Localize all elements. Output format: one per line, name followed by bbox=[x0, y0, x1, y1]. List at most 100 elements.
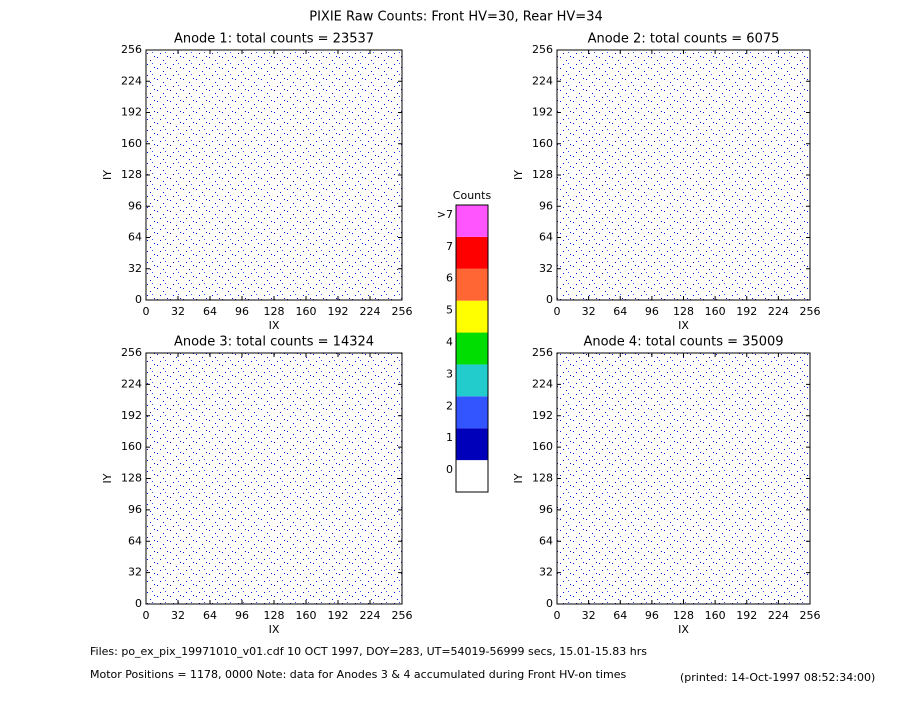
x-tick-label: 256 bbox=[800, 609, 821, 622]
x-tick-label: 96 bbox=[235, 305, 249, 318]
count-texture bbox=[557, 50, 810, 300]
x-tick-label: 160 bbox=[705, 609, 726, 622]
y-tick-label: 32 bbox=[128, 262, 142, 275]
y-tick-label: 160 bbox=[121, 137, 142, 150]
panel-title: Anode 1: total counts = 23537 bbox=[174, 32, 374, 47]
x-tick-label: 224 bbox=[360, 609, 381, 622]
panel-title: Anode 2: total counts = 6075 bbox=[588, 32, 780, 47]
x-tick-label: 192 bbox=[328, 305, 349, 318]
y-tick-label: 224 bbox=[532, 74, 553, 87]
x-tick-label: 224 bbox=[768, 305, 789, 318]
colorbar-swatch bbox=[456, 396, 488, 429]
colorbar-label: 0 bbox=[446, 463, 453, 476]
x-tick-label: 0 bbox=[143, 305, 150, 318]
y-tick-label: 224 bbox=[532, 377, 553, 390]
colorbar-frame bbox=[455, 204, 489, 493]
x-tick-label: 0 bbox=[554, 305, 561, 318]
x-tick-label: 224 bbox=[768, 609, 789, 622]
y-tick-label: 64 bbox=[128, 534, 142, 547]
x-tick-label: 32 bbox=[171, 609, 185, 622]
x-tick-label: 64 bbox=[613, 609, 627, 622]
x-tick-label: 32 bbox=[171, 305, 185, 318]
x-tick-label: 256 bbox=[392, 609, 413, 622]
x-tick-label: 128 bbox=[673, 609, 694, 622]
colorbar-title: Counts bbox=[453, 189, 492, 202]
files-note: Files: po_ex_pix_19971010_v01.cdf 10 OCT… bbox=[90, 645, 647, 658]
colorbar-swatch bbox=[456, 428, 488, 461]
colorbar-label: 3 bbox=[446, 367, 453, 380]
x-tick-label: 32 bbox=[582, 609, 596, 622]
y-axis-label: IY bbox=[512, 473, 525, 483]
panel-title: Anode 4: total counts = 35009 bbox=[583, 335, 783, 350]
count-texture bbox=[146, 50, 402, 300]
y-tick-label: 160 bbox=[121, 440, 142, 453]
y-tick-label: 160 bbox=[532, 137, 553, 150]
x-tick-label: 64 bbox=[203, 305, 217, 318]
colorbar-label: 4 bbox=[446, 336, 453, 349]
x-tick-label: 32 bbox=[582, 305, 596, 318]
x-tick-label: 0 bbox=[554, 609, 561, 622]
x-tick-label: 64 bbox=[613, 305, 627, 318]
colorbar-swatch bbox=[456, 332, 488, 365]
y-tick-label: 256 bbox=[121, 43, 142, 56]
y-tick-label: 32 bbox=[539, 262, 553, 275]
y-tick-label: 128 bbox=[532, 168, 553, 181]
x-tick-label: 192 bbox=[328, 609, 349, 622]
y-tick-label: 96 bbox=[128, 503, 142, 516]
x-tick-label: 128 bbox=[264, 305, 285, 318]
x-tick-label: 160 bbox=[705, 305, 726, 318]
y-tick-label: 0 bbox=[135, 293, 142, 306]
y-tick-label: 96 bbox=[128, 199, 142, 212]
y-axis-label: IY bbox=[101, 170, 114, 180]
y-tick-label: 96 bbox=[539, 199, 553, 212]
x-axis-label: IX bbox=[678, 319, 689, 332]
count-texture bbox=[146, 353, 402, 604]
x-tick-label: 128 bbox=[673, 305, 694, 318]
y-tick-label: 256 bbox=[532, 43, 553, 56]
colorbar-label: >7 bbox=[437, 208, 453, 221]
colorbar-label: 5 bbox=[446, 304, 453, 317]
y-tick-label: 192 bbox=[121, 106, 142, 119]
y-tick-label: 192 bbox=[121, 409, 142, 422]
y-tick-label: 128 bbox=[532, 472, 553, 485]
x-tick-label: 96 bbox=[645, 609, 659, 622]
colorbar-swatch bbox=[456, 236, 488, 269]
y-tick-label: 256 bbox=[532, 346, 553, 359]
x-tick-label: 192 bbox=[736, 305, 757, 318]
colorbar-label: 1 bbox=[446, 431, 453, 444]
colorbar-swatch bbox=[456, 205, 488, 237]
y-tick-label: 192 bbox=[532, 106, 553, 119]
x-axis-label: IX bbox=[269, 623, 280, 636]
x-tick-label: 224 bbox=[360, 305, 381, 318]
y-axis-label: IY bbox=[101, 473, 114, 483]
motor-note: Motor Positions = 1178, 0000 Note: data … bbox=[90, 668, 626, 681]
y-tick-label: 0 bbox=[546, 293, 553, 306]
y-tick-label: 64 bbox=[539, 534, 553, 547]
x-axis-label: IX bbox=[678, 623, 689, 636]
panel-title: Anode 3: total counts = 14324 bbox=[174, 335, 374, 350]
colorbar-label: 7 bbox=[446, 240, 453, 253]
y-tick-label: 32 bbox=[128, 566, 142, 579]
x-tick-label: 96 bbox=[645, 305, 659, 318]
x-axis-label: IX bbox=[269, 319, 280, 332]
y-tick-label: 160 bbox=[532, 440, 553, 453]
figure-title: PIXIE Raw Counts: Front HV=30, Rear HV=3… bbox=[309, 10, 603, 25]
y-tick-label: 224 bbox=[121, 74, 142, 87]
y-tick-label: 128 bbox=[121, 168, 142, 181]
colorbar-label: 2 bbox=[446, 399, 453, 412]
x-tick-label: 192 bbox=[736, 609, 757, 622]
x-tick-label: 256 bbox=[800, 305, 821, 318]
x-tick-label: 160 bbox=[296, 305, 317, 318]
colorbar-swatch bbox=[456, 364, 488, 397]
colorbar-swatch bbox=[456, 460, 488, 492]
y-tick-label: 0 bbox=[546, 597, 553, 610]
colorbar-label: 6 bbox=[446, 272, 453, 285]
y-tick-label: 192 bbox=[532, 409, 553, 422]
y-tick-label: 96 bbox=[539, 503, 553, 516]
count-texture bbox=[557, 353, 810, 604]
y-tick-label: 224 bbox=[121, 377, 142, 390]
y-axis-label: IY bbox=[512, 170, 525, 180]
x-tick-label: 96 bbox=[235, 609, 249, 622]
y-tick-label: 256 bbox=[121, 346, 142, 359]
